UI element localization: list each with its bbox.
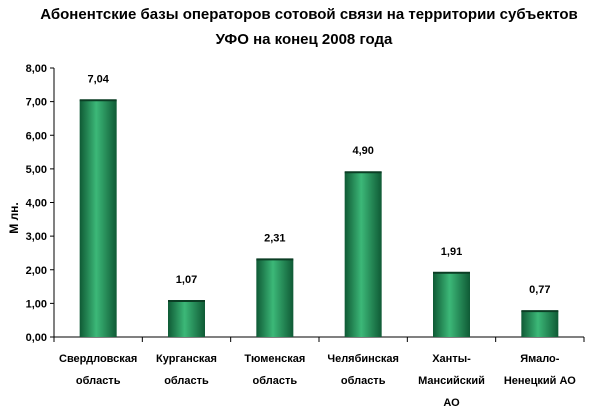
bar <box>168 301 205 337</box>
x-tick-label: АО <box>443 397 460 409</box>
y-tick-label: 1,00 <box>26 298 47 310</box>
data-label: 1,91 <box>441 246 462 258</box>
x-tick-label: область <box>341 375 386 387</box>
data-label: 4,90 <box>352 145 373 157</box>
data-label: 0,77 <box>529 284 550 296</box>
chart-title-line-1: Абонентские базы операторов сотовой связ… <box>40 6 578 23</box>
x-tick-label: Мансийский <box>418 375 485 387</box>
x-tick-label: Ненецкий АО <box>504 375 576 387</box>
x-tick-label: Ханты- <box>432 353 471 365</box>
x-tick-label: Челябинская <box>327 353 399 365</box>
bar <box>433 272 470 337</box>
x-tick-label: область <box>164 375 209 387</box>
x-tick-label: область <box>253 375 298 387</box>
y-axis-label: М лн. <box>7 202 21 234</box>
y-tick-label: 5,00 <box>26 164 47 176</box>
y-tick-label: 8,00 <box>26 63 47 75</box>
bar <box>79 100 117 337</box>
x-tick-label: Ямало- <box>520 353 560 365</box>
y-tick-label: 7,00 <box>26 97 47 109</box>
x-tick-label: Курганская <box>156 353 217 365</box>
bar <box>256 259 294 337</box>
y-tick-label: 4,00 <box>26 198 47 210</box>
bar <box>344 172 382 337</box>
y-tick-label: 0,00 <box>26 332 47 344</box>
y-tick-label: 6,00 <box>26 130 47 142</box>
data-label: 2,31 <box>264 232 285 244</box>
x-tick-label: область <box>76 375 121 387</box>
chart-title-line-2: УФО на конец 2008 года <box>215 31 393 48</box>
data-label: 7,04 <box>87 73 109 85</box>
data-label: 1,07 <box>176 274 197 286</box>
y-tick-label: 3,00 <box>26 231 47 243</box>
y-tick-label: 2,00 <box>26 265 47 277</box>
x-tick-label: Тюменская <box>244 353 305 365</box>
x-tick-label: Свердловская <box>59 353 137 365</box>
bar <box>521 311 559 337</box>
